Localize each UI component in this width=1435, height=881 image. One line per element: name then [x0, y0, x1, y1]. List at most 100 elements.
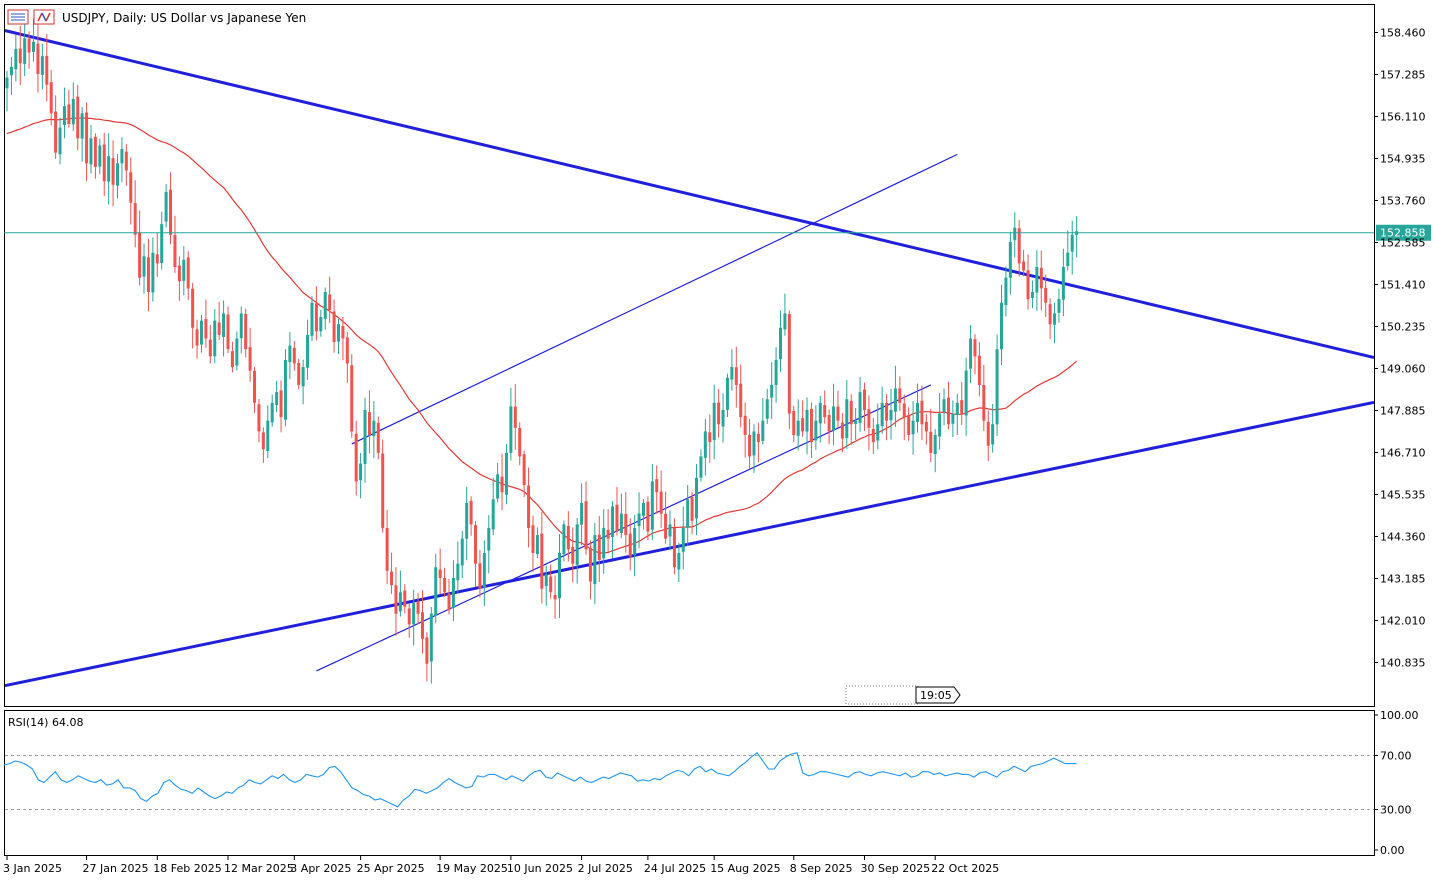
candle[interactable]: [699, 449, 703, 482]
bold-trendline[interactable]: [4, 400, 1374, 688]
candle[interactable]: [58, 117, 62, 165]
candle[interactable]: [89, 124, 93, 174]
candle[interactable]: [1039, 250, 1043, 311]
channel-trendline[interactable]: [316, 384, 932, 672]
candle[interactable]: [177, 256, 181, 301]
candle[interactable]: [823, 390, 827, 424]
candle[interactable]: [36, 23, 40, 93]
candle[interactable]: [911, 401, 915, 455]
candle[interactable]: [62, 87, 66, 139]
candle[interactable]: [893, 365, 897, 427]
candle[interactable]: [668, 510, 672, 551]
candle[interactable]: [646, 496, 650, 541]
candle[interactable]: [518, 422, 522, 466]
candle[interactable]: [76, 84, 80, 151]
candle[interactable]: [832, 383, 836, 446]
candle[interactable]: [509, 387, 513, 461]
candle[interactable]: [991, 404, 995, 453]
candle[interactable]: [902, 394, 906, 441]
candle[interactable]: [204, 299, 208, 349]
candle[interactable]: [1022, 249, 1026, 277]
candle[interactable]: [880, 386, 884, 434]
candle[interactable]: [456, 541, 460, 593]
candle[interactable]: [253, 366, 257, 413]
candle[interactable]: [690, 492, 694, 535]
candle[interactable]: [597, 515, 601, 582]
candle[interactable]: [756, 422, 760, 462]
candle[interactable]: [916, 383, 920, 433]
candle[interactable]: [650, 463, 654, 540]
candle[interactable]: [1053, 302, 1057, 344]
candle[interactable]: [301, 359, 305, 405]
candle[interactable]: [871, 418, 875, 455]
candle[interactable]: [805, 397, 809, 455]
candle[interactable]: [655, 465, 659, 514]
candle[interactable]: [924, 413, 928, 445]
candle[interactable]: [323, 287, 327, 330]
candle[interactable]: [337, 318, 340, 354]
candle[interactable]: [186, 251, 190, 300]
candle[interactable]: [849, 394, 853, 445]
candle[interactable]: [54, 95, 58, 159]
candle[interactable]: [938, 392, 942, 450]
candle[interactable]: [460, 530, 464, 579]
candle[interactable]: [672, 518, 676, 575]
candle[interactable]: [226, 306, 230, 354]
candle[interactable]: [1013, 212, 1017, 258]
candle[interactable]: [18, 25, 22, 86]
candle[interactable]: [199, 314, 203, 353]
candle[interactable]: [818, 395, 822, 443]
candle[interactable]: [730, 349, 734, 391]
candle[interactable]: [288, 332, 292, 380]
candle[interactable]: [743, 402, 747, 458]
candle[interactable]: [429, 606, 433, 684]
candle[interactable]: [407, 603, 411, 638]
channel-trendline[interactable]: [351, 153, 958, 445]
candle[interactable]: [637, 492, 641, 549]
candle[interactable]: [527, 467, 531, 548]
candle[interactable]: [496, 462, 500, 503]
candle[interactable]: [571, 527, 575, 583]
candle[interactable]: [363, 397, 367, 483]
candle[interactable]: [1030, 280, 1034, 309]
candle[interactable]: [845, 380, 849, 449]
candle[interactable]: [946, 381, 950, 430]
candle[interactable]: [403, 584, 407, 614]
time-scroll-indicator[interactable]: 19:05: [845, 685, 961, 705]
candle[interactable]: [482, 540, 486, 607]
candle[interactable]: [116, 154, 119, 199]
candle[interactable]: [619, 493, 623, 539]
candle[interactable]: [734, 346, 738, 408]
candle[interactable]: [664, 491, 668, 544]
candle[interactable]: [5, 70, 9, 112]
candle[interactable]: [93, 133, 97, 179]
candle[interactable]: [195, 319, 199, 359]
candle[interactable]: [191, 282, 195, 349]
candle[interactable]: [553, 575, 557, 619]
candle[interactable]: [261, 427, 265, 463]
candle[interactable]: [1017, 220, 1021, 277]
candle[interactable]: [107, 133, 111, 205]
candle[interactable]: [487, 515, 491, 574]
candle[interactable]: [120, 137, 124, 183]
candle[interactable]: [624, 492, 628, 553]
candle[interactable]: [1044, 274, 1048, 317]
candle[interactable]: [540, 511, 544, 604]
candle[interactable]: [447, 578, 451, 615]
candle[interactable]: [160, 211, 164, 270]
candle[interactable]: [208, 325, 212, 364]
candle[interactable]: [708, 414, 712, 463]
candle[interactable]: [862, 382, 866, 431]
candle[interactable]: [182, 246, 186, 296]
candle[interactable]: [270, 394, 274, 427]
candle[interactable]: [1008, 231, 1012, 295]
candle[interactable]: [372, 401, 376, 458]
candle[interactable]: [381, 439, 385, 533]
candle[interactable]: [641, 499, 645, 530]
candle[interactable]: [606, 509, 610, 552]
candle[interactable]: [164, 184, 168, 228]
candle[interactable]: [787, 310, 791, 430]
candle[interactable]: [765, 388, 769, 424]
candle[interactable]: [500, 453, 504, 511]
candle[interactable]: [885, 394, 889, 441]
